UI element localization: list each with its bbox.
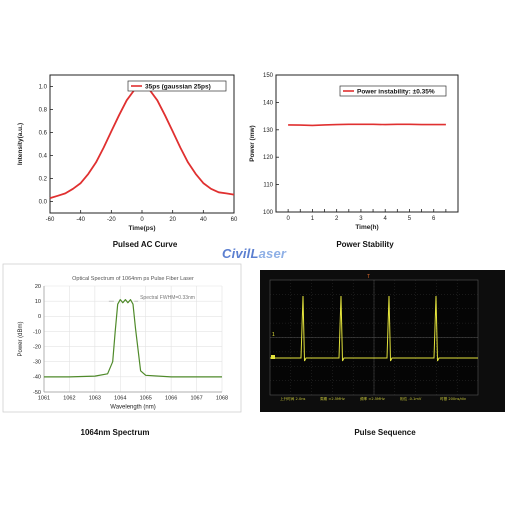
x-tick-label: 1 — [311, 216, 315, 222]
legend-box — [127, 80, 227, 92]
caption-ac: Pulsed AC Curve — [112, 240, 178, 249]
legend-label: Power instability: ±0.35% — [357, 89, 435, 96]
x-tick-label: 3 — [359, 216, 363, 222]
y-tick-label: 0.8 — [39, 108, 48, 114]
y-tick-label: 130 — [263, 128, 274, 134]
y-tick-label: 0 — [38, 314, 41, 320]
x-tick-label: 6 — [432, 216, 436, 222]
scope-trace — [270, 295, 478, 362]
logo-part1: CivilL — [222, 246, 259, 261]
legend-box — [339, 85, 447, 97]
x-tick-label: -20 — [107, 217, 116, 223]
scope-marker-1: 1 — [272, 332, 275, 338]
y-tick-label: -20 — [33, 344, 41, 350]
scope-status-text: 时基 200ns/div — [440, 396, 467, 401]
y-tick-label: 140 — [263, 100, 274, 106]
series-line — [288, 123, 446, 127]
x-tick-label: 1063 — [89, 396, 101, 402]
x-tick-label: -60 — [46, 217, 55, 223]
x-tick-label: 1066 — [165, 396, 177, 402]
caption-spectrum: 1064nm Spectrum — [80, 428, 150, 437]
chart-title: Optical Spectrum of 1064nm ps Pulse Fibe… — [72, 276, 194, 282]
y-tick-label: 1.0 — [39, 85, 48, 91]
y-tick-label: 10 — [35, 299, 41, 305]
x-axis-label: Wavelength (nm) — [110, 405, 155, 411]
y-axis-label: Power (mw) — [249, 125, 256, 161]
ac-chart: -60 -40 -20 0 20 40 60 0.0 0.2 0.4 0.6 0.8 1.0 Time(p… — [17, 74, 238, 232]
x-tick-label: 20 — [169, 217, 176, 223]
x-tick-label: 1067 — [190, 396, 202, 402]
spectrum-chart: 1061 1062 1063 1064 1065 1066 1067 1068 -50 -40 -3… — [18, 276, 228, 411]
stability-chart: 0 1 2 3 4 5 6 100 110 120 130 140 150 Time(h) Power (m… — [249, 73, 459, 231]
x-tick-label: 1062 — [63, 396, 75, 402]
x-tick-label: 60 — [231, 217, 238, 223]
y-tick-label: 0.0 — [39, 200, 48, 206]
brand-logo: CivilLaser — [222, 246, 286, 261]
scope-trigger-marker: T — [367, 274, 370, 280]
x-axis-label: Time(h) — [355, 224, 378, 231]
plot-frame — [275, 74, 459, 213]
y-axis-label: Intensity(a.u.) — [17, 123, 24, 165]
x-axis-label: Time(ps) — [129, 225, 156, 232]
logo-part2: aser — [258, 246, 287, 261]
x-tick-label: 1068 — [216, 396, 228, 402]
scope-status-text: 周期 ≈2.5MHz — [320, 396, 345, 401]
x-tick-label: 0 — [286, 216, 290, 222]
x-tick-label: 1061 — [38, 396, 50, 402]
y-tick-label: 110 — [263, 183, 273, 189]
scope-status-text: 相位 -0.1mV — [400, 396, 422, 401]
y-tick-label: 20 — [35, 284, 41, 290]
legend-label: 35ps (gaussian 25ps) — [145, 84, 211, 91]
x-tick-label: 4 — [384, 216, 388, 222]
annotation-text: Spectral FWHM=0.33nm — [140, 295, 195, 301]
series-line — [44, 299, 222, 378]
series-line — [49, 85, 235, 199]
caption-sequence: Pulse Sequence — [354, 428, 416, 437]
scope-status-text: 频率 ≈2.5MHz — [360, 396, 385, 401]
y-tick-label: -50 — [33, 390, 41, 396]
scope-status-text: 上升时间 2.0ns — [280, 396, 306, 401]
scope-ground-marker — [271, 355, 275, 359]
x-tick-label: 1065 — [140, 396, 152, 402]
x-tick-label: 2 — [335, 216, 339, 222]
y-axis-label: Power (dBm) — [18, 321, 24, 356]
x-tick-label: 5 — [408, 216, 412, 222]
y-tick-label: 0.6 — [39, 131, 48, 137]
y-tick-label: 0.2 — [39, 177, 48, 183]
x-tick-label: 40 — [200, 217, 207, 223]
oscilloscope-screen: 1 T 上升时间 2.0ns 周期 ≈2.5MHz 频率 ≈2.5MHz 相位 -0.1m… — [260, 270, 505, 412]
plot-frame — [49, 74, 235, 214]
y-tick-label: 150 — [263, 73, 274, 79]
y-tick-label: -30 — [33, 360, 41, 366]
x-tick-label: -40 — [76, 217, 85, 223]
y-tick-label: -10 — [33, 329, 41, 335]
y-tick-label: -40 — [33, 375, 41, 381]
y-tick-label: 120 — [263, 155, 274, 161]
y-tick-label: 100 — [263, 210, 274, 216]
y-tick-label: 0.4 — [39, 154, 48, 160]
caption-stability: Power Stability — [336, 240, 394, 249]
spectrum-frame — [2, 263, 242, 413]
x-tick-label: 1064 — [114, 396, 126, 402]
x-tick-label: 0 — [140, 217, 144, 223]
